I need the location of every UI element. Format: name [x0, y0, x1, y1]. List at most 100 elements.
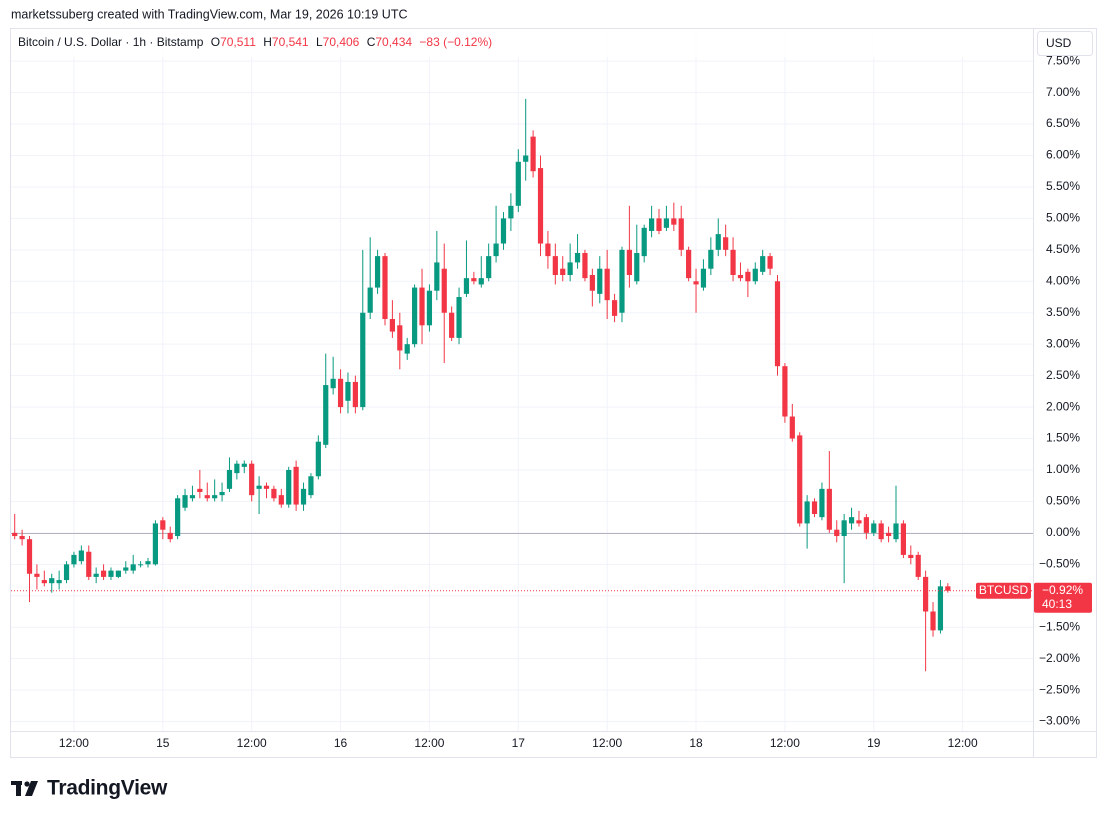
plot — [11, 29, 1033, 731]
candle-body — [671, 218, 677, 225]
candle-body — [100, 570, 107, 577]
candle-body — [434, 262, 440, 291]
legend-value: 70,541 — [272, 35, 309, 49]
y-tick-label: 1.00% — [1046, 462, 1080, 476]
candle-body — [552, 256, 558, 275]
candle-body — [574, 252, 581, 263]
candle-body — [271, 488, 277, 499]
legend: Bitcoin / U.S. Dollar · 1h · Bitstamp O 7… — [18, 35, 492, 49]
candle-body — [26, 539, 33, 574]
symbol-tag — [976, 582, 1031, 599]
candle-body — [641, 227, 647, 257]
logo-stem — [16, 781, 21, 796]
candle-body — [900, 523, 906, 555]
candle-body — [182, 495, 188, 508]
candle-body — [908, 554, 914, 559]
candle-body — [204, 495, 210, 499]
candle-body — [256, 485, 262, 489]
candle-body — [471, 278, 477, 282]
y-tick-label: −1.50% — [1039, 619, 1080, 633]
candle-body — [360, 312, 366, 408]
candle-body — [12, 532, 18, 537]
candle-body — [463, 278, 470, 294]
candle-body — [730, 249, 736, 275]
symbol-tag-text: BTCUSD — [979, 583, 1029, 597]
legend-value: 70,434 — [375, 35, 412, 49]
candle-body — [937, 586, 944, 631]
candle-body — [752, 268, 758, 282]
candle-body — [226, 469, 233, 489]
legend-change: −83 (−0.12%) — [419, 35, 492, 49]
candle-body — [945, 586, 951, 591]
legend-symbol: Bitcoin / U.S. Dollar · 1h · Bitstamp — [18, 35, 204, 49]
y-tick-label: 2.00% — [1046, 399, 1080, 413]
candle-body — [115, 570, 121, 577]
y-tick-label: 4.50% — [1046, 242, 1080, 256]
y-tick-label: −0.50% — [1039, 556, 1080, 570]
candle-body — [634, 252, 640, 282]
currency-label[interactable]: USD — [1046, 36, 1072, 50]
candle-body — [330, 378, 336, 389]
candle-body — [130, 564, 136, 571]
price-tag-countdown: 40:13 — [1042, 597, 1072, 611]
candle-body — [419, 287, 425, 326]
candle-body — [397, 325, 403, 351]
y-tick-label: −2.50% — [1039, 682, 1080, 696]
legend-key: H — [263, 35, 272, 49]
attribution: marketssuberg created with TradingView.c… — [11, 7, 408, 21]
candle-body — [893, 523, 899, 540]
candle-body — [530, 136, 536, 172]
candle-body — [441, 268, 447, 313]
legend-bg — [11, 29, 1011, 57]
candle-body — [656, 218, 662, 231]
candle-body — [71, 554, 77, 565]
candle-body — [604, 268, 610, 301]
candle-body — [589, 274, 595, 291]
y-tick-label: 4.00% — [1046, 273, 1080, 287]
candle-body — [537, 168, 544, 244]
candle-body — [41, 580, 47, 584]
candle-body — [19, 536, 25, 540]
candle-body — [212, 495, 218, 499]
x-tick-label: 18 — [689, 736, 703, 750]
candle-body — [337, 378, 344, 408]
candle-body — [723, 237, 729, 250]
logo-text: TradingView — [47, 777, 168, 800]
y-tick-label: 5.00% — [1046, 211, 1080, 225]
candle-body — [308, 476, 314, 496]
candle-body — [167, 532, 173, 540]
candle-body — [885, 532, 892, 537]
candle-body — [774, 281, 781, 367]
x-tick-label: 12:00 — [59, 736, 89, 750]
candle-body — [508, 205, 514, 219]
candle-body — [708, 249, 714, 269]
legend-key: O — [211, 35, 220, 49]
candle-body — [426, 290, 433, 326]
candle-body — [404, 344, 410, 354]
candle-body — [515, 161, 521, 206]
candle-body — [63, 564, 70, 581]
candle-body — [493, 243, 499, 257]
candle-body — [582, 252, 588, 279]
price-tag — [1034, 582, 1092, 613]
candle-body — [856, 520, 862, 524]
candle-body — [567, 262, 573, 275]
y-tick-label: −3.00% — [1039, 714, 1080, 728]
legend-key: L — [316, 35, 323, 49]
candle-body — [745, 271, 751, 282]
candle-body — [686, 249, 692, 279]
x-tick-label: 17 — [512, 736, 526, 750]
x-tick-label: 12:00 — [948, 736, 978, 750]
candle-body — [152, 523, 159, 565]
candle-body — [86, 551, 92, 577]
candle-body — [300, 488, 307, 505]
chart-frame — [10, 28, 1097, 758]
candle-body — [678, 218, 684, 250]
currency-button[interactable] — [1037, 31, 1093, 56]
x-tick-label: 19 — [867, 736, 881, 750]
x-tick-label: 15 — [156, 736, 170, 750]
candle-body — [456, 297, 462, 338]
candle-body — [915, 554, 921, 577]
candle-body — [863, 517, 869, 533]
candle-body — [123, 567, 129, 571]
